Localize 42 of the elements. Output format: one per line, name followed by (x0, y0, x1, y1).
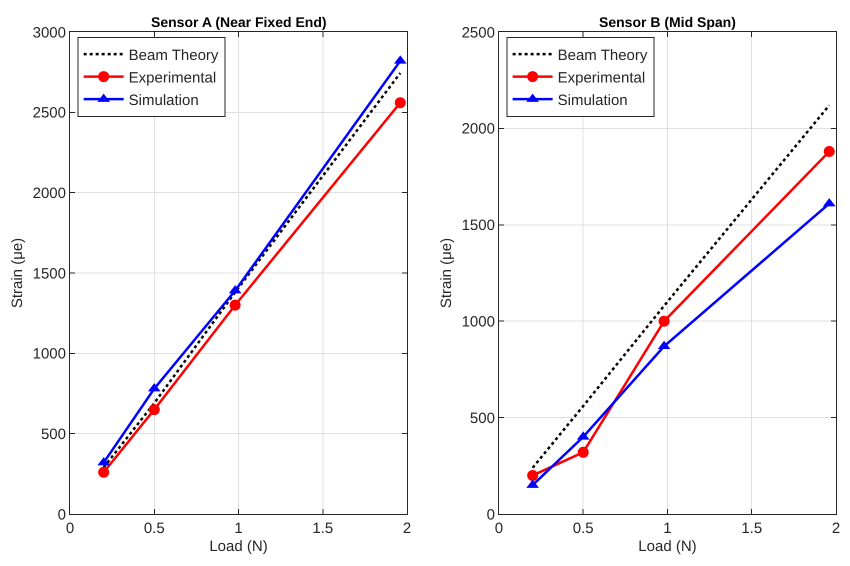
x-tick-label: 1.5 (741, 520, 762, 537)
y-tick-label: 3000 (32, 24, 66, 42)
y-tick-label: 500 (40, 426, 66, 443)
y-tick-label: 0 (58, 506, 66, 524)
legend-label: Experimental (558, 69, 646, 86)
x-axis-title: Load (N) (638, 538, 697, 555)
legend-label: Beam Theory (558, 46, 648, 64)
y-axis-title: Strain (μe) (438, 238, 455, 308)
point (658, 316, 670, 327)
x-tick-label: 0.5 (144, 520, 165, 537)
y-tick-label: 1000 (462, 313, 495, 330)
x-tick-label: 2 (832, 520, 840, 537)
y-tick-label: 2500 (32, 104, 66, 122)
x-tick-label: 1 (234, 520, 243, 537)
x-tick-label: 2 (402, 520, 412, 537)
line-series (531, 104, 831, 469)
y-tick-label: 500 (470, 410, 495, 427)
point (824, 146, 835, 158)
legend-label: Beam Theory (128, 46, 219, 64)
point (527, 470, 538, 481)
legend-label: Experimental (128, 69, 216, 86)
chart-title: Sensor B (Mid Span) (599, 14, 736, 30)
point (394, 97, 406, 108)
point (148, 404, 160, 416)
point (98, 466, 110, 478)
legend-label: Simulation (558, 92, 628, 109)
y-tick-label: 0 (486, 506, 495, 524)
chart-title: Sensor A (Near Fixed End) (151, 14, 327, 30)
y-tick-label: 2000 (32, 184, 66, 202)
y-tick-label: 1500 (462, 217, 495, 234)
x-tick-label: 0.5 (572, 520, 594, 537)
point (578, 446, 589, 458)
x-axis-title: Load (N) (209, 538, 268, 555)
y-tick-label: 1000 (32, 346, 66, 363)
x-tick-label: 1 (663, 520, 672, 537)
y-axis-title: Strain (μe) (8, 238, 26, 308)
y-tick-label: 2500 (462, 24, 495, 42)
x-tick-label: 1.5 (312, 520, 334, 537)
legend-label: Simulation (128, 92, 199, 109)
point (230, 300, 241, 311)
y-tick-label: 2000 (462, 120, 495, 138)
y-tick-label: 1500 (32, 265, 66, 282)
